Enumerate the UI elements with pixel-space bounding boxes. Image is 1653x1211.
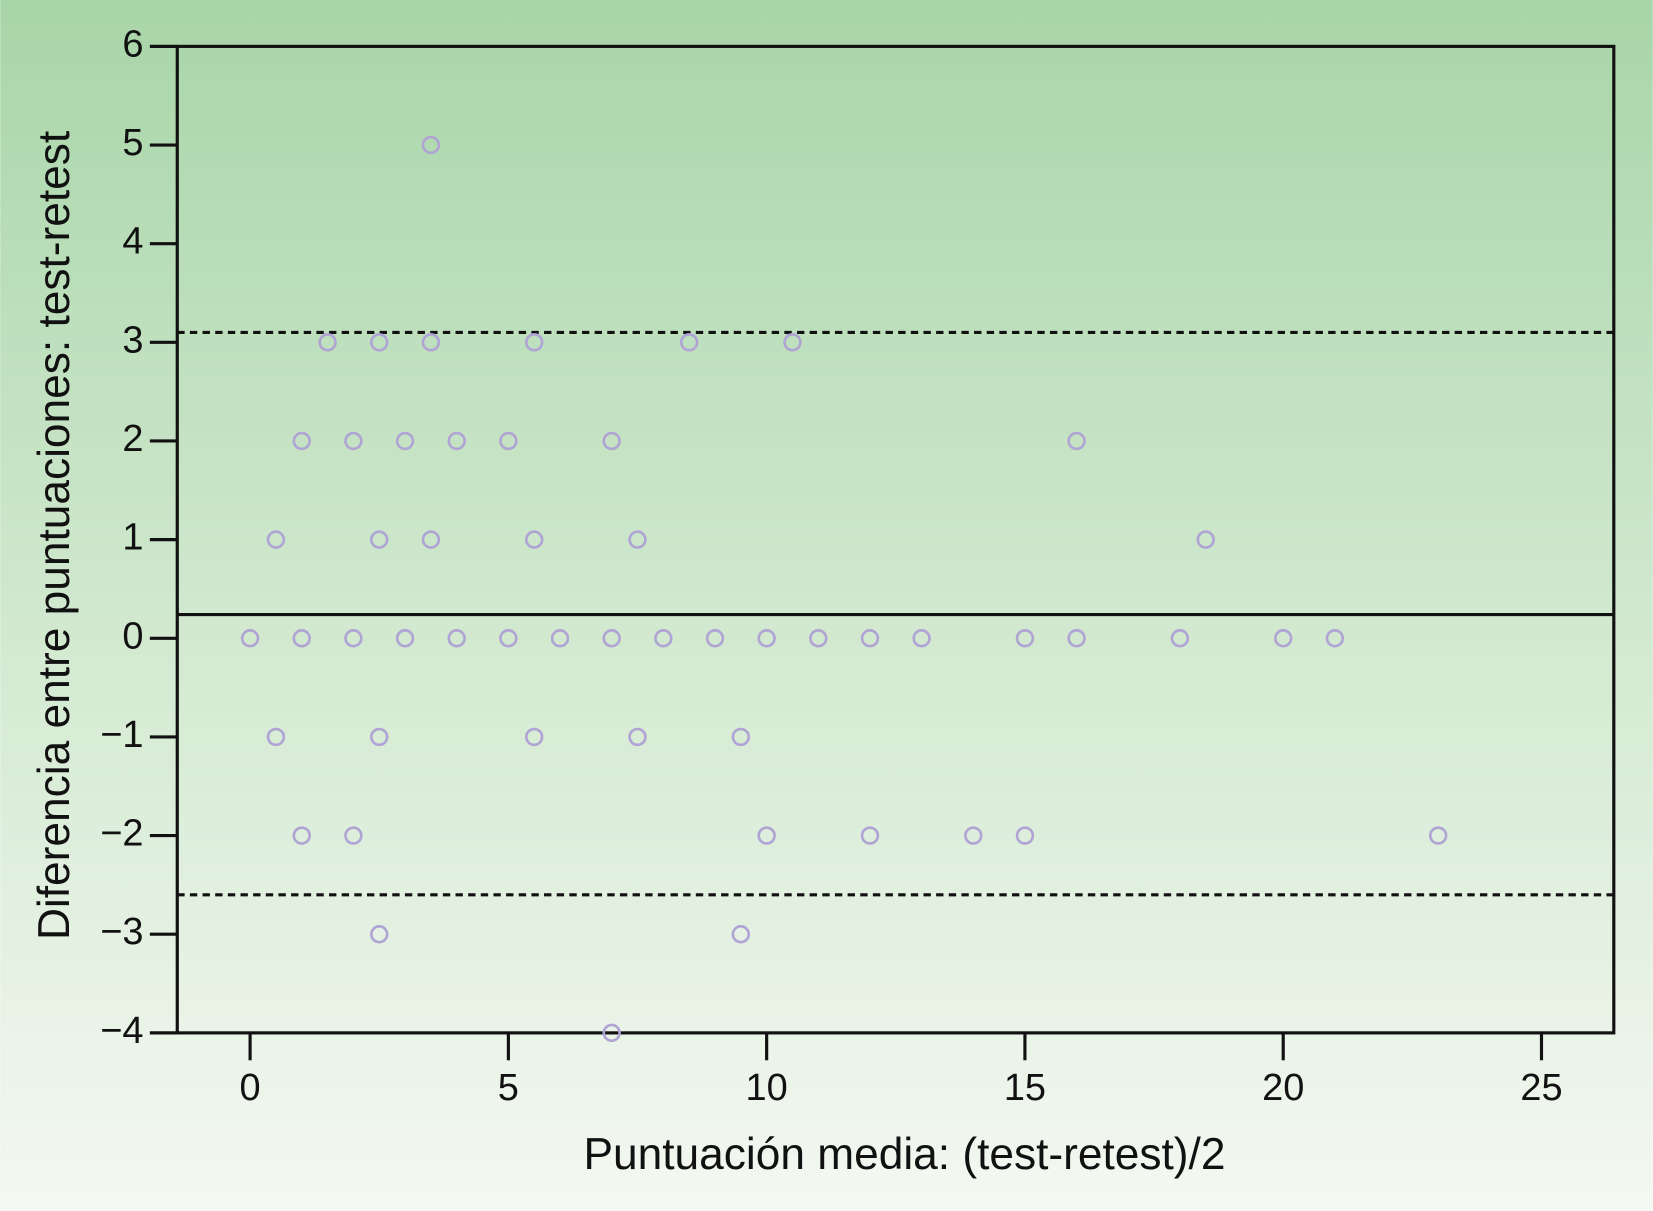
y-tick-label: −4 [100,1010,143,1052]
x-tick-label: 0 [240,1067,261,1109]
x-axis-label: Puntuación media: (test-retest)/2 [584,1130,1226,1179]
point [344,826,363,845]
point [628,530,647,549]
point [524,727,544,747]
point [964,826,983,845]
point [395,431,415,451]
point [783,333,802,352]
y-tick-label: 0 [122,615,143,657]
y-tick-label: −1 [100,714,143,756]
point [1067,629,1086,648]
point [370,727,389,747]
point [860,629,880,648]
point [421,135,441,155]
y-tick-label: 2 [122,418,143,460]
y-tick-label: 5 [122,122,143,164]
y-axis-label: Diferencia entre puntuaciones: test-rete… [30,131,79,940]
point [912,629,931,648]
point [266,530,286,549]
point [1015,826,1035,845]
point [421,333,441,352]
x-tick-label: 10 [746,1067,788,1109]
point [1015,629,1035,648]
point [731,925,751,944]
x-tick-label: 5 [498,1067,519,1109]
x-tick-label: 15 [1004,1067,1046,1109]
point [679,333,699,352]
point [370,925,389,944]
x-tick-label: 20 [1262,1067,1304,1109]
point [447,431,466,451]
point [370,530,389,549]
point [344,431,363,451]
y-tick-label: 3 [122,319,143,361]
point [524,333,544,352]
y-tick-label: 1 [122,517,143,559]
y-tick-label: 6 [122,23,143,65]
point [654,629,673,648]
point [550,629,570,648]
point [1067,431,1086,451]
point [757,826,776,845]
point [370,333,389,352]
point [292,431,311,451]
point [731,727,751,747]
y-tick-label: 4 [122,221,143,263]
point [757,629,776,648]
point [344,629,363,648]
point [1196,530,1215,549]
x-tick-label: 25 [1520,1067,1562,1109]
y-tick-label: −3 [100,911,143,953]
point [292,629,311,648]
y-tick-label: −2 [100,813,143,855]
point [266,727,286,747]
point [1428,826,1448,845]
point [447,629,466,648]
point [860,826,880,845]
point [1170,629,1190,648]
point [705,629,725,648]
point [1273,629,1293,648]
point [602,1023,621,1043]
point [602,629,621,648]
point [421,530,441,549]
point [499,629,518,648]
point [292,826,311,845]
point [499,431,518,451]
point [1325,629,1345,648]
point [240,629,260,648]
point [602,431,621,451]
point [809,629,828,648]
point [628,727,647,747]
point [524,530,544,549]
point [318,333,337,352]
point [395,629,415,648]
